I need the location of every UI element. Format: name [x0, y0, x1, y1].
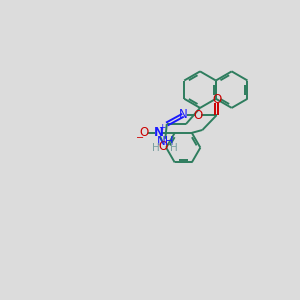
Text: +: + [158, 123, 165, 132]
Text: H: H [152, 143, 160, 153]
Text: NH: NH [157, 135, 174, 148]
Text: O: O [158, 140, 168, 153]
Text: N: N [179, 109, 188, 122]
Text: O: O [212, 93, 221, 106]
Text: H: H [170, 143, 178, 153]
Text: O: O [140, 126, 149, 140]
Text: −: − [136, 133, 144, 142]
Text: O: O [194, 109, 203, 122]
Text: N: N [154, 126, 164, 140]
